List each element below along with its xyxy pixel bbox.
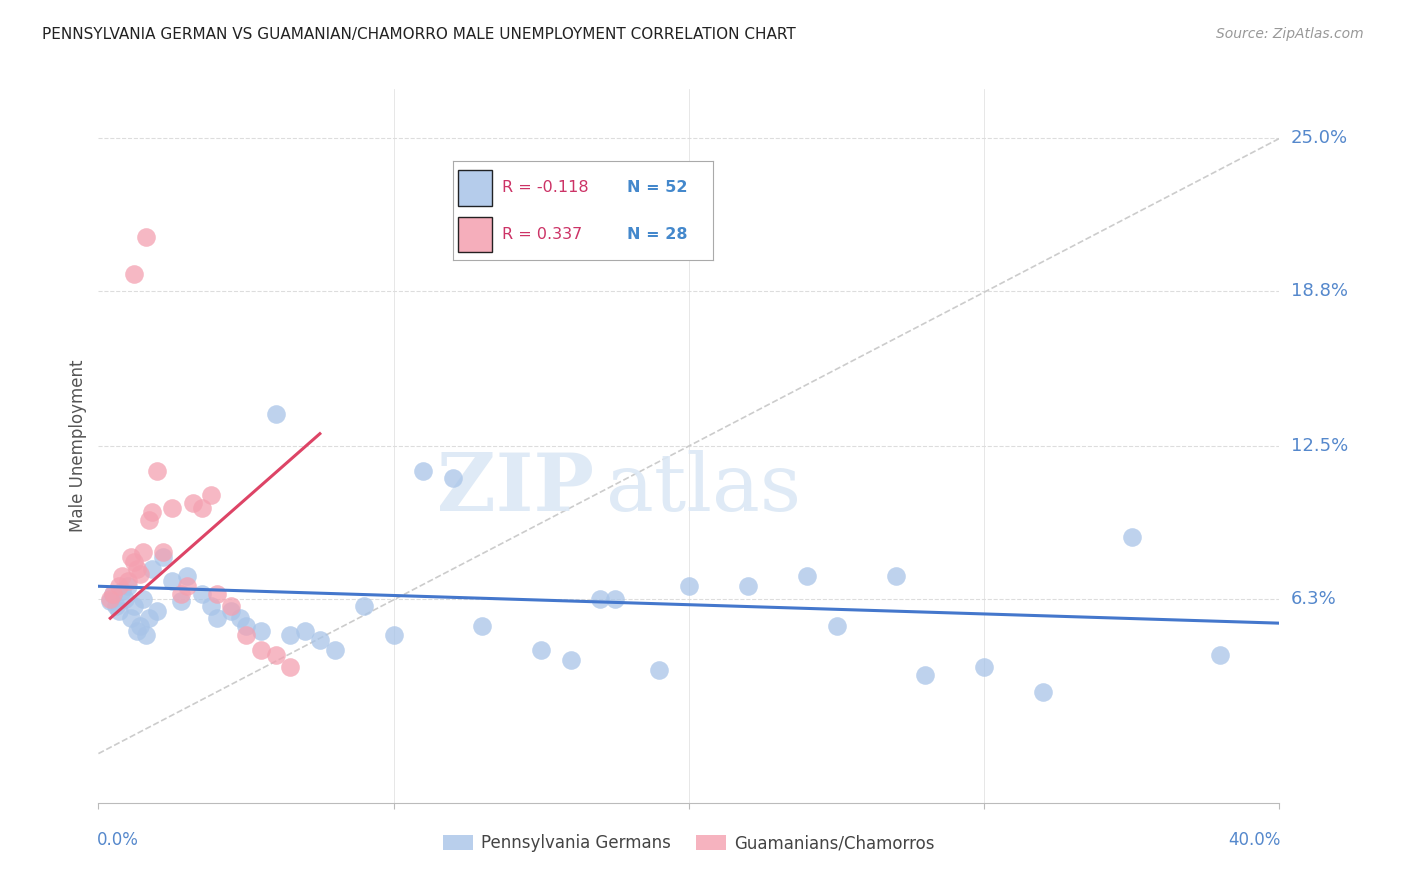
Point	[103, 587, 125, 601]
Point	[412, 464, 434, 478]
Point	[914, 668, 936, 682]
Point	[108, 579, 131, 593]
Point	[170, 594, 193, 608]
Point	[176, 569, 198, 583]
Point	[146, 464, 169, 478]
Point	[141, 562, 163, 576]
Point	[117, 579, 139, 593]
Point	[146, 604, 169, 618]
Point	[235, 628, 257, 642]
Y-axis label: Male Unemployment: Male Unemployment	[69, 359, 87, 533]
Text: ZIP: ZIP	[437, 450, 595, 528]
Point	[1032, 685, 1054, 699]
Point	[132, 545, 155, 559]
Point	[973, 660, 995, 674]
Point	[191, 500, 214, 515]
Point	[98, 594, 121, 608]
Point	[103, 587, 125, 601]
Point	[122, 555, 145, 569]
Point	[229, 611, 252, 625]
Text: atlas: atlas	[606, 450, 801, 528]
Point	[530, 643, 553, 657]
Point	[135, 628, 157, 642]
Point	[264, 648, 287, 662]
Point	[264, 407, 287, 421]
Point	[648, 663, 671, 677]
Point	[560, 653, 582, 667]
Text: 25.0%: 25.0%	[1291, 129, 1348, 147]
Point	[278, 660, 302, 674]
Point	[117, 574, 139, 589]
Text: 18.8%: 18.8%	[1291, 282, 1347, 300]
Text: 40.0%: 40.0%	[1229, 831, 1281, 849]
Point	[796, 569, 818, 583]
Point	[114, 591, 136, 606]
Point	[111, 584, 134, 599]
Point	[162, 574, 183, 589]
Point	[294, 624, 316, 638]
Text: 0.0%: 0.0%	[97, 831, 139, 849]
Text: Source: ZipAtlas.com: Source: ZipAtlas.com	[1216, 27, 1364, 41]
Point	[135, 230, 157, 244]
Point	[219, 604, 242, 618]
Point	[205, 587, 228, 601]
Point	[884, 569, 907, 583]
Point	[138, 611, 160, 625]
Point	[125, 624, 148, 638]
Point	[108, 604, 131, 618]
Point	[111, 569, 134, 583]
Point	[1209, 648, 1232, 662]
Text: 12.5%: 12.5%	[1291, 437, 1348, 455]
Point	[120, 549, 142, 564]
Point	[152, 545, 174, 559]
Point	[353, 599, 375, 613]
Point	[250, 643, 273, 657]
Point	[205, 611, 228, 625]
Point	[120, 611, 142, 625]
Point	[219, 599, 242, 613]
Point	[309, 633, 332, 648]
Point	[170, 587, 193, 601]
Point	[152, 549, 174, 564]
Point	[98, 591, 121, 606]
Point	[138, 513, 160, 527]
Point	[235, 618, 257, 632]
Legend: Pennsylvania Germans, Guamanians/Chamorros: Pennsylvania Germans, Guamanians/Chamorr…	[436, 828, 942, 859]
Text: PENNSYLVANIA GERMAN VS GUAMANIAN/CHAMORRO MALE UNEMPLOYMENT CORRELATION CHART: PENNSYLVANIA GERMAN VS GUAMANIAN/CHAMORR…	[42, 27, 796, 42]
Point	[825, 618, 848, 632]
Point	[200, 488, 222, 502]
Point	[191, 587, 214, 601]
Point	[122, 599, 145, 613]
Point	[128, 566, 150, 581]
Point	[162, 500, 183, 515]
Point	[132, 591, 155, 606]
Point	[278, 628, 302, 642]
Point	[323, 643, 346, 657]
Point	[737, 579, 759, 593]
Point	[382, 628, 405, 642]
Point	[141, 505, 163, 519]
Point	[471, 618, 494, 632]
Point	[1121, 530, 1143, 544]
Point	[128, 618, 150, 632]
Point	[125, 562, 148, 576]
Point	[122, 267, 145, 281]
Point	[105, 599, 128, 613]
Text: 6.3%: 6.3%	[1291, 590, 1336, 607]
Point	[589, 591, 612, 606]
Point	[605, 591, 627, 606]
Point	[181, 495, 204, 509]
Point	[678, 579, 700, 593]
Point	[250, 624, 273, 638]
Point	[176, 579, 198, 593]
Point	[441, 471, 464, 485]
Point	[200, 599, 222, 613]
